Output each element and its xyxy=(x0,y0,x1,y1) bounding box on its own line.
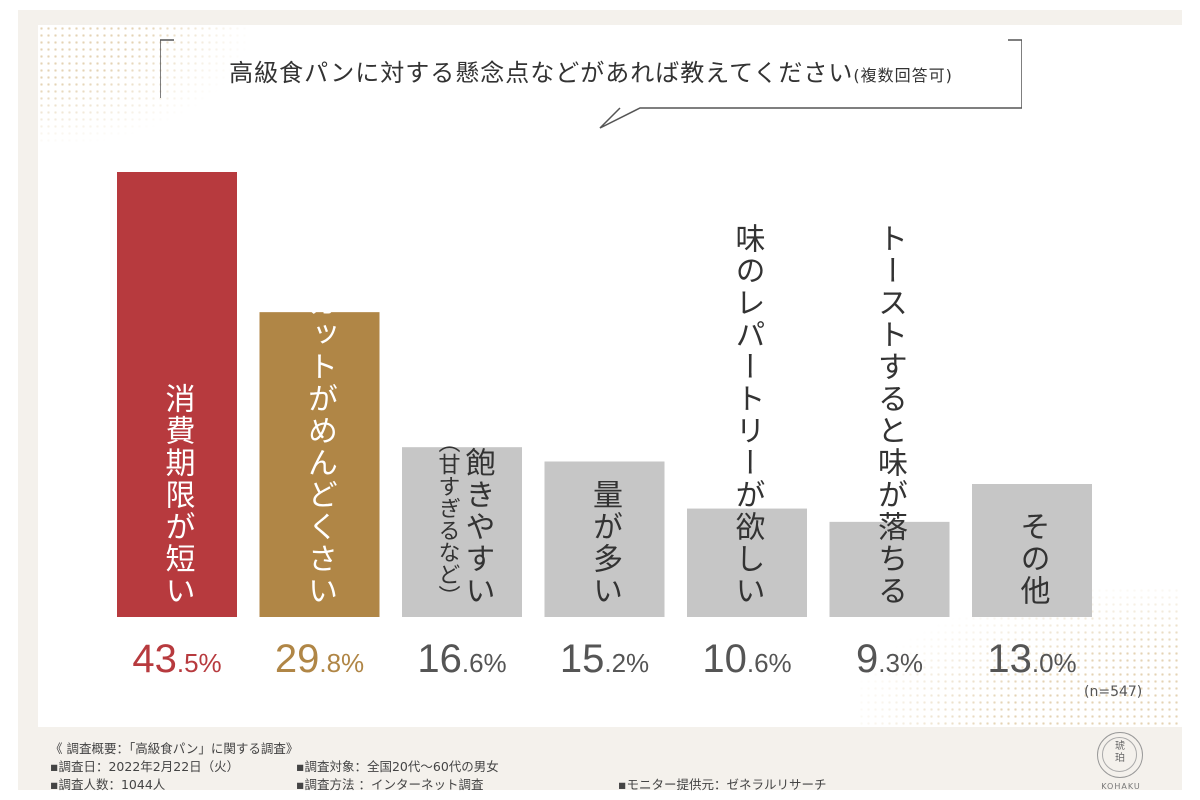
logo-seal: 琥珀 xyxy=(1097,732,1143,778)
sample-size-note: (n=547) xyxy=(1084,684,1143,700)
category-label-7: その他 xyxy=(1015,511,1051,607)
chart-title-note: (複数回答可) xyxy=(853,66,953,85)
footer-target: ▪調査対象：全国20代～60代の男女 xyxy=(296,759,499,774)
category-label-4: 量が多い xyxy=(587,479,622,607)
footer-provider: ▪モニター提供元：ゼネラルリサーチ xyxy=(618,777,827,792)
category-label-3: （甘すぎるなど） xyxy=(435,431,461,607)
chart-title: 高級食パンに対する懸念点などがあれば教えてください(複数回答可) xyxy=(160,53,1022,88)
logo-name: KOHAKU xyxy=(1101,782,1141,791)
footer-date: ▪調査日：2022年2月22日（火） xyxy=(50,759,240,774)
bar-5 xyxy=(687,508,807,617)
value-label-6: 9.3% xyxy=(856,637,923,681)
value-label-2: 29.8% xyxy=(275,637,364,681)
category-label-3: 飽きやすい xyxy=(460,447,496,607)
bar-7 xyxy=(972,484,1092,617)
speech-bubble-title: 高級食パンに対する懸念点などがあれば教えてください(複数回答可) xyxy=(160,32,1022,129)
chart-title-main: 高級食パンに対する懸念点などがあれば教えてください xyxy=(229,59,854,87)
bar-2 xyxy=(259,312,380,617)
bar-3 xyxy=(402,447,522,617)
infographic-frame xyxy=(18,10,1182,790)
speech-bubble-outline xyxy=(160,39,1022,129)
logo-kanji: 琥珀 xyxy=(1115,741,1125,764)
kohaku-logo: 琥珀 KOHAKU xyxy=(1093,732,1149,794)
category-label-5: 味のレパートリーが欲しい xyxy=(730,223,766,607)
value-label-5: 10.6% xyxy=(702,637,791,681)
footer-count: ▪調査人数：1044人 xyxy=(50,777,166,792)
bar-6 xyxy=(829,521,950,617)
value-label-3: 16.6% xyxy=(417,637,506,681)
value-label-7: 13.0% xyxy=(987,637,1076,681)
value-label-1: 43.5% xyxy=(132,637,221,681)
dot-pattern-decoration xyxy=(38,25,248,145)
value-label-4: 15.2% xyxy=(560,637,649,681)
footer-method: ▪調査方法 ：インターネット調査 xyxy=(296,777,484,792)
category-label-6: トーストすると味が落ちる xyxy=(872,223,907,607)
bar-4 xyxy=(544,461,665,617)
category-label-1: 消費期限が短い xyxy=(160,383,195,607)
bar-1 xyxy=(117,172,237,617)
category-label-2: カットがめんどくさい xyxy=(302,287,337,607)
footer-heading: 《 調査概要：「高級食パン」に関する調査》 xyxy=(50,741,299,756)
